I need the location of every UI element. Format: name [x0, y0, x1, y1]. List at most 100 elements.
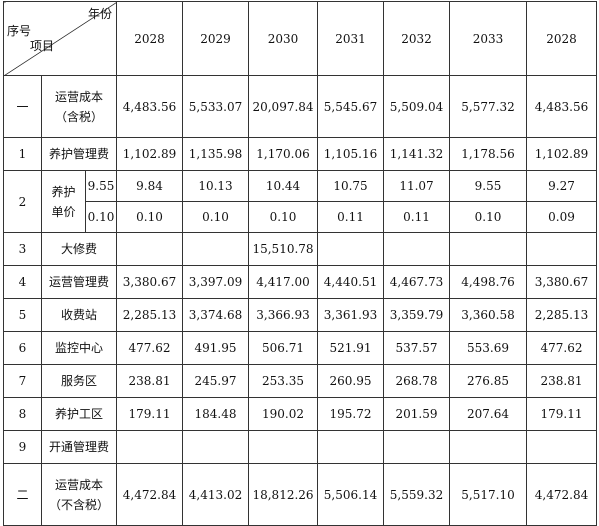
cell-value: 253.35: [248, 364, 319, 398]
cell-value: [526, 232, 598, 266]
cell-value: 18,812.26: [248, 463, 319, 526]
cell-value: 268.78: [383, 364, 451, 398]
row-number: 一: [3, 75, 42, 138]
row-number: 8: [3, 397, 42, 431]
header-xiangmu: 项目: [30, 39, 55, 53]
row-number: 6: [3, 331, 42, 365]
row-number: 2: [3, 170, 42, 233]
cell-value: [317, 430, 385, 464]
row-label: 养护工区: [40, 397, 118, 431]
cell-value: 3,374.68: [182, 298, 250, 332]
header-row: 序号 年份 项目 2028 2029 2030 2031 2032 2033 2…: [2, 1, 598, 76]
table-row: 4 运营管理费 3,380.67 3,397.09 4,417.00 4,440…: [3, 265, 598, 299]
cell-value: 4,472.84: [526, 463, 598, 526]
cell-value: 0.09: [526, 201, 598, 233]
year-header: 2031: [317, 1, 385, 76]
cell-value: 0.10: [449, 201, 528, 233]
row-number: 5: [3, 298, 42, 332]
table-row: 一 运营成本 （含税） 4,483.56 5,533.07 20,097.84 5…: [3, 75, 598, 138]
cell-value: 245.97: [182, 364, 250, 398]
cell-value: 0.10: [116, 201, 184, 233]
row-label: 运营管理费: [40, 265, 118, 299]
row-number: 3: [3, 232, 42, 266]
table-row: 6 监控中心 477.62 491.95 506.71 521.91 537.5…: [3, 331, 598, 365]
cell-value: 207.64: [449, 397, 528, 431]
cell-value: 1,105.16: [317, 137, 385, 171]
table-row: 0.10 0.10 0.10 0.10 0.11 0.11 0.10 0.09: [4, 201, 598, 233]
cell-value: 3,397.09: [182, 265, 250, 299]
cell-value: 4,472.84: [116, 463, 184, 526]
row-label: 监控中心: [40, 331, 118, 365]
cell-value: 477.62: [526, 331, 598, 365]
table-row: 1 养护管理费 1,102.89 1,135.98 1,170.06 1,105…: [3, 137, 598, 171]
cell-value: 5,533.07: [182, 75, 250, 138]
cell-value: 3,361.93: [317, 298, 385, 332]
table-row: 二 运营成本 （不含税） 4,472.84 4,413.02 18,812.26 …: [3, 463, 598, 526]
table-row: 7 服务区 238.81 245.97 253.35 260.95 268.78…: [3, 364, 598, 398]
year-header: 2028: [116, 1, 184, 76]
cell-value: [116, 232, 184, 266]
cell-value: 238.81: [116, 364, 184, 398]
year-header: 2029: [182, 1, 250, 76]
cell-value: 5,509.04: [383, 75, 451, 138]
year-header: 2030: [248, 1, 319, 76]
row-number: 1: [3, 137, 42, 171]
cell-value: 1,102.89: [526, 137, 598, 171]
cell-value: [449, 430, 528, 464]
cell-value: 1,170.06: [248, 137, 319, 171]
row-label: 开通管理费: [40, 430, 118, 464]
cell-value: 20,097.84: [248, 75, 319, 138]
cell-value: [317, 232, 385, 266]
cell-value: 1,135.98: [182, 137, 250, 171]
cell-value: 1,178.56: [449, 137, 528, 171]
cell-value: 4,440.51: [317, 265, 385, 299]
cell-value: 553.69: [449, 331, 528, 365]
table-row: 2 养护 单价 9.55 9.84 10.13 10.44 10.75 11.07…: [3, 170, 598, 233]
row-number: 4: [3, 265, 42, 299]
cell-value: 4,413.02: [182, 463, 250, 526]
row-number: 7: [3, 364, 42, 398]
cell-value: 5,545.67: [317, 75, 385, 138]
row-number: 二: [3, 463, 42, 526]
year-header: 2028: [526, 1, 598, 76]
cell-value: 4,483.56: [116, 75, 184, 138]
cell-value: 9.27: [526, 170, 598, 202]
cell-value: 238.81: [526, 364, 598, 398]
cell-value: 1,102.89: [116, 137, 184, 171]
cell-value: 11.07: [383, 170, 451, 202]
cell-value: 201.59: [383, 397, 451, 431]
cell-value: 10.75: [317, 170, 385, 202]
cell-value: 3,360.58: [449, 298, 528, 332]
row-label: 服务区: [40, 364, 118, 398]
cell-value: 10.13: [182, 170, 250, 202]
cell-value: 184.48: [182, 397, 250, 431]
cell-value: 9.84: [116, 170, 184, 202]
cell-value: 0.11: [383, 201, 451, 233]
cell-value: 260.95: [317, 364, 385, 398]
cell-value: 0.10: [182, 201, 250, 233]
table-row: 5 收费站 2,285.13 3,374.68 3,366.93 3,361.9…: [3, 298, 598, 332]
cell-value: 9.55: [449, 170, 528, 202]
cell-value: 190.02: [248, 397, 319, 431]
cell-value: 491.95: [182, 331, 250, 365]
cell-value: 179.11: [526, 397, 598, 431]
row-number: 9: [3, 430, 42, 464]
cell-value: 521.91: [317, 331, 385, 365]
cell-value: 5,506.14: [317, 463, 385, 526]
cell-value: [383, 232, 451, 266]
cell-value: 4,467.73: [383, 265, 451, 299]
row-label: 养护 单价: [41, 170, 86, 233]
cell-value: [248, 430, 319, 464]
table-row: 8 养护工区 179.11 184.48 190.02 195.72 201.5…: [3, 397, 598, 431]
row-label: 收费站: [40, 298, 118, 332]
cell-value: 2,285.13: [526, 298, 598, 332]
row-label: 大修费: [40, 232, 118, 266]
cell-value: 0.10: [248, 201, 319, 233]
cell-value: 0.11: [317, 201, 385, 233]
row-label: 养护管理费: [40, 137, 118, 171]
header-nianfen: 年份: [88, 7, 113, 21]
cell-value: 3,359.79: [383, 298, 451, 332]
cell-value: 195.72: [317, 397, 385, 431]
cell-value: [182, 232, 250, 266]
cell-value: 3,380.67: [526, 265, 598, 299]
